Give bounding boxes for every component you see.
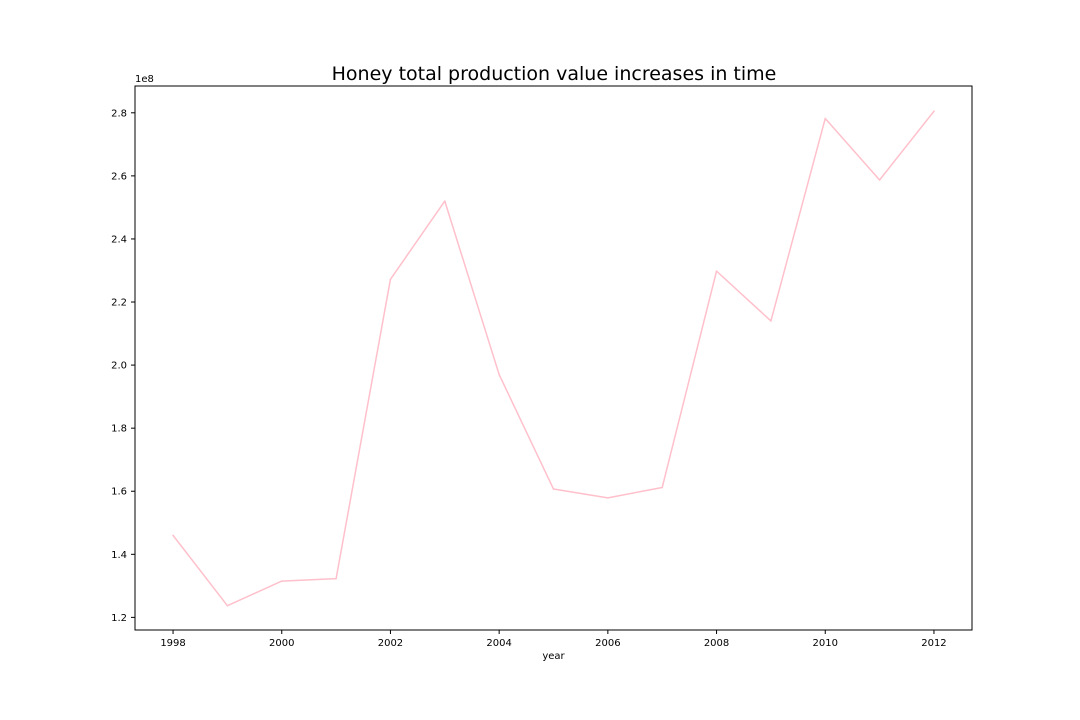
data-point	[824, 117, 827, 120]
data-point	[498, 373, 500, 376]
x-tick-label: 2008	[704, 638, 729, 649]
plot-area-frame	[134, 85, 973, 631]
data-point	[878, 179, 881, 181]
y-tick-label: 1.4	[111, 550, 127, 561]
data-point	[715, 270, 718, 272]
y-tick-label: 1.6	[111, 487, 127, 498]
x-tick-label: 2010	[813, 638, 838, 649]
x-tick-label: 1998	[160, 638, 185, 649]
chart-title: Honey total production value increases i…	[332, 63, 777, 85]
y-tick-label: 2.8	[111, 108, 127, 119]
data-point	[607, 497, 609, 499]
x-axis-ticks: 1998 2000 2002 2004 2006 2008 2010 2012	[160, 630, 947, 649]
data-point	[770, 320, 772, 322]
data-point	[335, 577, 337, 580]
y-tick-label: 1.8	[111, 424, 127, 435]
series-layer	[172, 110, 935, 607]
y-axis-ticks: 1.2 1.4 1.6 1.8 2.0 2.2 2.4 2.6 2.8	[111, 108, 135, 624]
y-axis-offset-label: 1e8	[135, 74, 154, 85]
data-point	[661, 486, 664, 489]
data-point	[389, 278, 392, 281]
data-point	[443, 200, 446, 202]
data-point	[280, 580, 283, 582]
data-point	[172, 534, 174, 537]
x-tick-label: 2012	[921, 638, 946, 649]
x-tick-label: 2000	[269, 638, 294, 649]
x-tick-label: 2002	[378, 638, 403, 649]
y-tick-label: 1.2	[111, 613, 127, 624]
data-point	[226, 604, 229, 607]
x-axis-label: year	[542, 651, 565, 662]
y-tick-label: 2.6	[111, 171, 127, 182]
y-tick-label: 2.2	[111, 298, 127, 309]
y-tick-label: 2.4	[111, 234, 127, 245]
x-tick-label: 2004	[486, 638, 511, 649]
data-point	[933, 110, 935, 113]
data-point	[552, 488, 555, 490]
x-tick-label: 2006	[595, 638, 620, 649]
y-tick-label: 2.0	[111, 361, 127, 372]
